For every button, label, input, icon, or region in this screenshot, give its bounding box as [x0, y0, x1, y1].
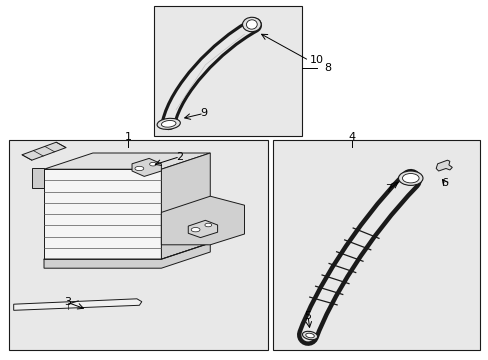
- Text: 10: 10: [309, 55, 323, 66]
- Text: 2: 2: [176, 152, 183, 162]
- Bar: [272, 140, 479, 350]
- Ellipse shape: [157, 118, 180, 129]
- Polygon shape: [32, 168, 44, 188]
- Polygon shape: [132, 158, 161, 176]
- Ellipse shape: [191, 228, 200, 232]
- Ellipse shape: [246, 20, 257, 29]
- Ellipse shape: [149, 162, 156, 166]
- Polygon shape: [44, 169, 161, 259]
- Text: 4: 4: [348, 132, 355, 142]
- Text: 3: 3: [64, 297, 71, 307]
- Bar: [154, 6, 302, 136]
- Text: 1: 1: [124, 132, 131, 142]
- Ellipse shape: [398, 171, 422, 185]
- Ellipse shape: [204, 223, 211, 227]
- Polygon shape: [44, 153, 210, 169]
- Polygon shape: [14, 299, 142, 310]
- Ellipse shape: [402, 174, 418, 183]
- Polygon shape: [44, 243, 210, 268]
- Bar: [9, 140, 267, 350]
- Ellipse shape: [302, 331, 317, 340]
- Polygon shape: [161, 196, 244, 245]
- Text: 6: 6: [441, 178, 447, 188]
- Polygon shape: [188, 220, 217, 238]
- Text: 9: 9: [200, 108, 207, 118]
- Ellipse shape: [161, 121, 176, 127]
- Polygon shape: [435, 160, 451, 171]
- Ellipse shape: [242, 17, 261, 32]
- Text: 7: 7: [385, 184, 391, 194]
- Polygon shape: [161, 153, 210, 259]
- Ellipse shape: [135, 166, 143, 171]
- Ellipse shape: [305, 333, 314, 338]
- Polygon shape: [22, 142, 66, 160]
- Text: 8: 8: [324, 63, 330, 73]
- Text: 5: 5: [304, 311, 311, 321]
